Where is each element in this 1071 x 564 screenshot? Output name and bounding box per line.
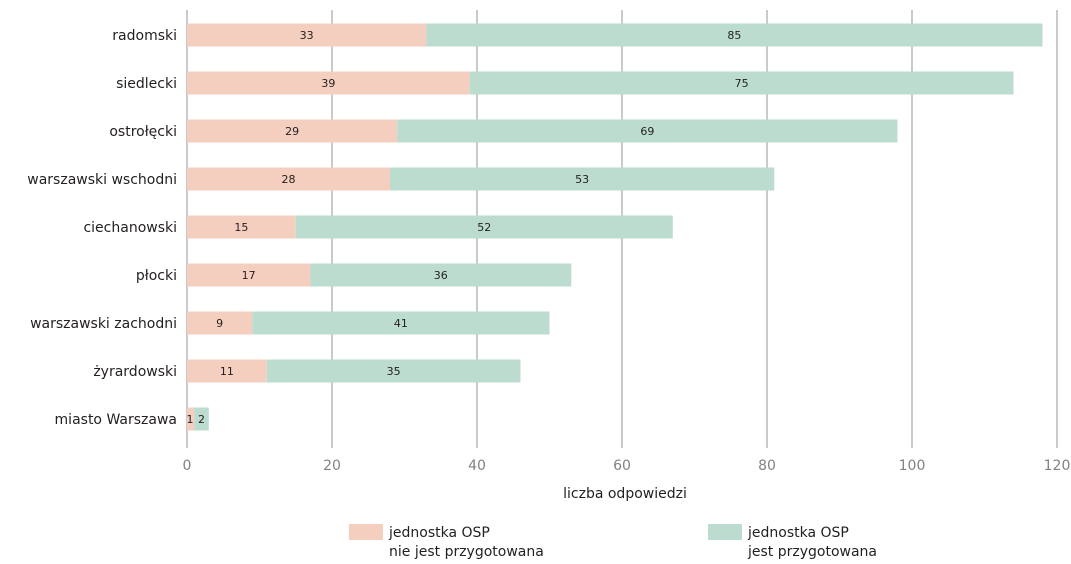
bar-segment [187,71,470,95]
x-tick-label: 80 [758,458,776,474]
x-tick-label: 40 [468,458,486,474]
category-label: siedlecki [116,76,177,92]
bar-segment [194,407,209,431]
legend: jednostka OSP nie jest przygotowana jednos… [349,524,877,560]
bar-value-label: 11 [220,365,234,378]
bar-value-label: 1 [187,413,194,426]
bar-value-label: 33 [300,29,314,42]
x-axis-ticks: 0 20 40 60 80 100 120 [183,458,1071,474]
bar-value-label: 75 [735,77,749,90]
category-label: radomski [112,28,177,44]
bar-value-label: 36 [434,269,448,282]
bar-segment [426,23,1043,47]
bar-value-label: 15 [234,221,248,234]
legend-label: jest przygotowana [747,544,877,560]
category-label: ciechanowski [83,220,177,236]
bar-value-label: 52 [477,221,491,234]
x-tick-label: 0 [183,458,192,474]
legend-label: jednostka OSP [747,525,849,541]
bar-value-label: 29 [285,125,299,138]
bar-segment [252,311,550,335]
bar-value-label: 69 [640,125,654,138]
bar-value-label: 85 [727,29,741,42]
bar-value-label: 17 [242,269,256,282]
bar-segment [187,119,398,143]
bar-segment [187,263,311,287]
bar-value-label: 39 [321,77,335,90]
bar-segment [187,167,390,191]
bar-segment [295,215,673,239]
x-axis-title: liczba odpowiedzi [563,486,687,502]
bar-value-label: 28 [282,173,296,186]
bar-segment [310,263,572,287]
category-label: warszawski wschodni [27,172,177,188]
bar-value-label: 2 [198,413,205,426]
bar-segment [469,71,1014,95]
category-labels: radomski siedlecki ostrołęcki warszawski ws… [27,28,177,428]
bars: 33 85 39 75 29 69 28 53 15 52 17 36 9 41 11 35 1 2 [187,23,1043,431]
x-tick-label: 60 [613,458,631,474]
category-label: warszawski zachodni [30,316,177,332]
bar-segment [397,119,898,143]
bar-segment [390,167,775,191]
category-label: ostrołęcki [109,124,177,140]
category-label: płocki [136,268,177,284]
x-tick-label: 20 [323,458,341,474]
bar-value-label: 35 [387,365,401,378]
x-tick-label: 120 [1044,458,1071,474]
legend-label: nie jest przygotowana [389,544,544,560]
bar-segment [187,359,267,383]
bar-value-label: 53 [575,173,589,186]
bar-segment [266,359,521,383]
bar-segment [187,407,195,431]
legend-swatch [349,524,383,540]
category-label: miasto Warszawa [55,412,177,428]
bar-segment [187,311,253,335]
bar-value-label: 9 [216,317,223,330]
legend-label: jednostka OSP [388,525,490,541]
bar-segment [187,215,296,239]
x-tick-label: 100 [899,458,926,474]
category-label: żyrardowski [93,364,177,380]
legend-swatch [708,524,742,540]
bar-value-label: 41 [394,317,408,330]
bar-segment [187,23,427,47]
